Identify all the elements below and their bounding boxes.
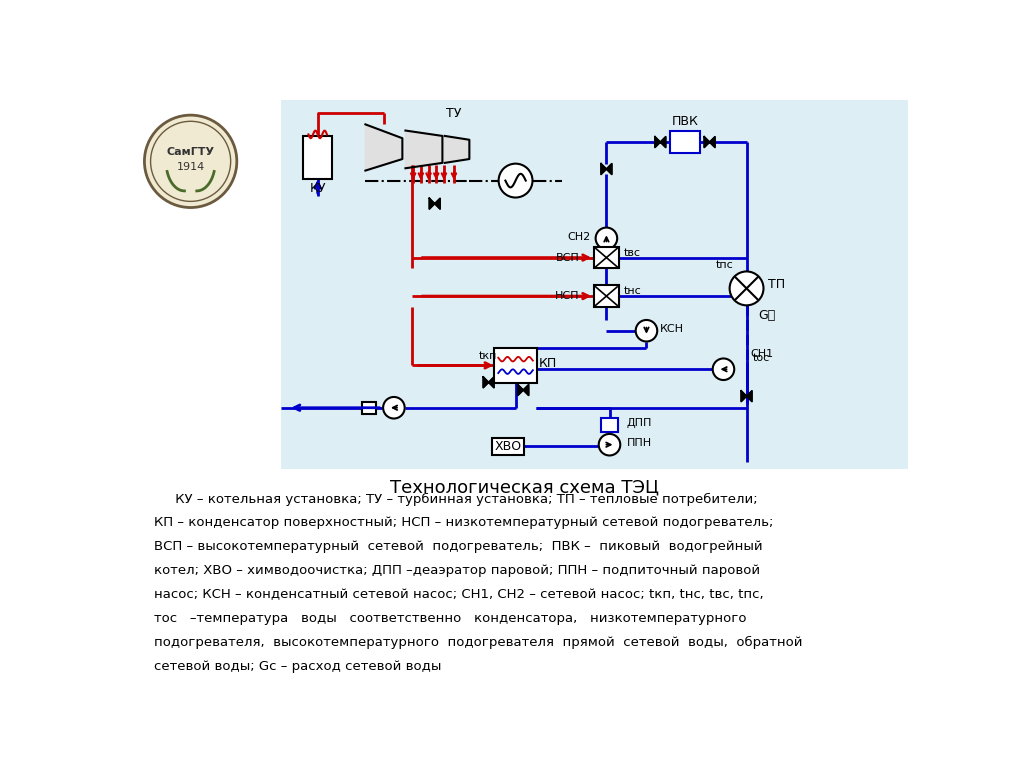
Bar: [601, 418, 617, 432]
Circle shape: [144, 115, 237, 208]
Circle shape: [636, 320, 657, 341]
Text: ВСП – высокотемпературный  сетевой  подогреватель;  ПВК –  пиковый  водогрейный: ВСП – высокотемпературный сетевой подогр…: [154, 540, 762, 553]
Text: ПВК: ПВК: [672, 115, 698, 128]
Text: ДПП: ДПП: [627, 418, 652, 428]
Text: насос; КСН – конденсатный сетевой насос; СН1, СН2 – сетевой насос; tкп, tнс, tвс: насос; КСН – конденсатный сетевой насос;…: [154, 588, 763, 601]
Text: ВСП: ВСП: [556, 252, 580, 262]
Circle shape: [151, 121, 230, 202]
Text: КУ: КУ: [309, 182, 326, 195]
Text: КП – конденсатор поверхностный; НСП – низкотемпературный сетевой подогреватель;: КП – конденсатор поверхностный; НСП – ни…: [154, 516, 773, 529]
Polygon shape: [406, 130, 442, 168]
Text: подогревателя,  высокотемпературного  подогревателя  прямой  сетевой  воды,  обр: подогревателя, высокотемпературного подо…: [154, 636, 802, 649]
Polygon shape: [601, 163, 611, 174]
Circle shape: [596, 228, 617, 249]
Circle shape: [713, 358, 734, 380]
Text: Gⲝ: Gⲝ: [758, 309, 775, 322]
Circle shape: [599, 434, 621, 456]
Polygon shape: [655, 137, 666, 147]
Bar: [594, 285, 618, 307]
Text: ХВО: ХВО: [495, 439, 521, 453]
Text: tвс: tвс: [624, 248, 640, 258]
Text: сетевой воды; Gc – расход сетевой воды: сетевой воды; Gc – расход сетевой воды: [154, 660, 441, 673]
Polygon shape: [281, 100, 908, 469]
Text: tкп: tкп: [478, 351, 497, 361]
Text: КП: КП: [539, 357, 557, 370]
Bar: [362, 402, 376, 413]
Text: СН1: СН1: [751, 349, 773, 359]
Text: КУ – котельная установка; ТУ – турбинная установка; ТП – тепловые потребители;: КУ – котельная установка; ТУ – турбинная…: [154, 492, 758, 505]
Text: ТУ: ТУ: [446, 107, 462, 120]
Polygon shape: [741, 391, 752, 402]
Text: ППН: ППН: [627, 438, 651, 448]
Polygon shape: [366, 124, 402, 170]
Text: ТП: ТП: [768, 278, 785, 291]
Text: tнс: tнс: [624, 286, 641, 297]
Text: СамГТУ: СамГТУ: [167, 147, 215, 157]
Polygon shape: [705, 137, 715, 147]
Polygon shape: [444, 136, 469, 163]
Text: КСН: КСН: [660, 324, 684, 334]
Text: 1914: 1914: [176, 163, 205, 173]
Circle shape: [730, 272, 764, 305]
Circle shape: [383, 397, 404, 419]
Text: НСП: НСП: [555, 291, 580, 301]
Text: СН2: СН2: [567, 232, 591, 242]
Bar: [492, 438, 524, 455]
Text: котел; ХВО – химводоочистка; ДПП –деаэратор паровой; ППН – подпиточный паровой: котел; ХВО – химводоочистка; ДПП –деаэра…: [154, 564, 760, 577]
Circle shape: [499, 163, 532, 198]
Bar: [670, 131, 700, 153]
Polygon shape: [429, 199, 440, 209]
Text: тос   –температура   воды   соответственно   конденсатора,   низкотемпературного: тос –температура воды соответственно кон…: [154, 612, 746, 625]
Polygon shape: [518, 384, 528, 396]
Bar: [594, 247, 618, 268]
Text: tпс: tпс: [716, 260, 734, 270]
Bar: [303, 137, 333, 179]
Text: tос: tос: [753, 353, 770, 363]
Text: Технологическая схема ТЭЦ: Технологическая схема ТЭЦ: [390, 479, 659, 496]
Polygon shape: [483, 377, 494, 388]
Bar: [495, 348, 537, 383]
